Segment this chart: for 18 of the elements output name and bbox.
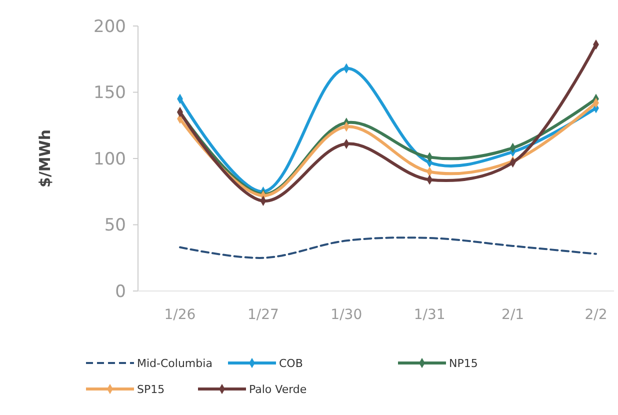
- y-tick-label: 150: [94, 83, 126, 104]
- y-tick-label: 50: [104, 216, 126, 236]
- x-tick-label: 1/31: [414, 307, 446, 323]
- y-axis-title: $/MWh: [36, 129, 54, 188]
- legend-label: SP15: [137, 382, 165, 396]
- y-tick-label: 200: [94, 16, 126, 37]
- x-tick-label: 2/1: [502, 307, 524, 323]
- y-tick-label: 100: [94, 149, 126, 170]
- x-tick-label: 2/2: [584, 307, 608, 323]
- y-tick-label: 0: [115, 282, 126, 302]
- legend-label: NP15: [449, 356, 478, 370]
- legend-label: Palo Verde: [249, 382, 307, 396]
- legend-label: Mid-Columbia: [137, 356, 212, 370]
- x-tick-label: 1/26: [164, 307, 196, 323]
- legend-label: COB: [279, 356, 303, 370]
- x-tick-label: 1/27: [247, 307, 279, 323]
- x-tick-label: 1/30: [330, 307, 362, 323]
- line-series: [179, 236, 597, 259]
